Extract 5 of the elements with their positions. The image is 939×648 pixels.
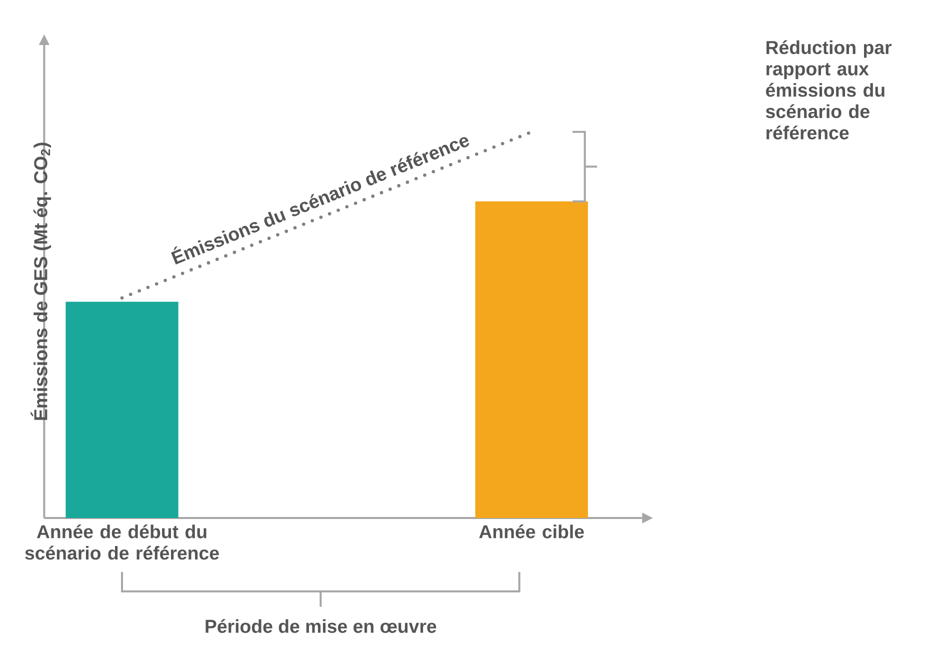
x-tick-label: Année de début du scénario de référence (25, 524, 219, 560)
text: Réduction par rapport aux émissions du scénario de référence (766, 40, 892, 140)
y-axis-title: Émissions de GES (Mt éq. CO$_{2}$) (30, 142, 52, 420)
x-tick-label: Année cible (479, 524, 584, 538)
text: Période de mise en œuvre (206, 619, 436, 633)
